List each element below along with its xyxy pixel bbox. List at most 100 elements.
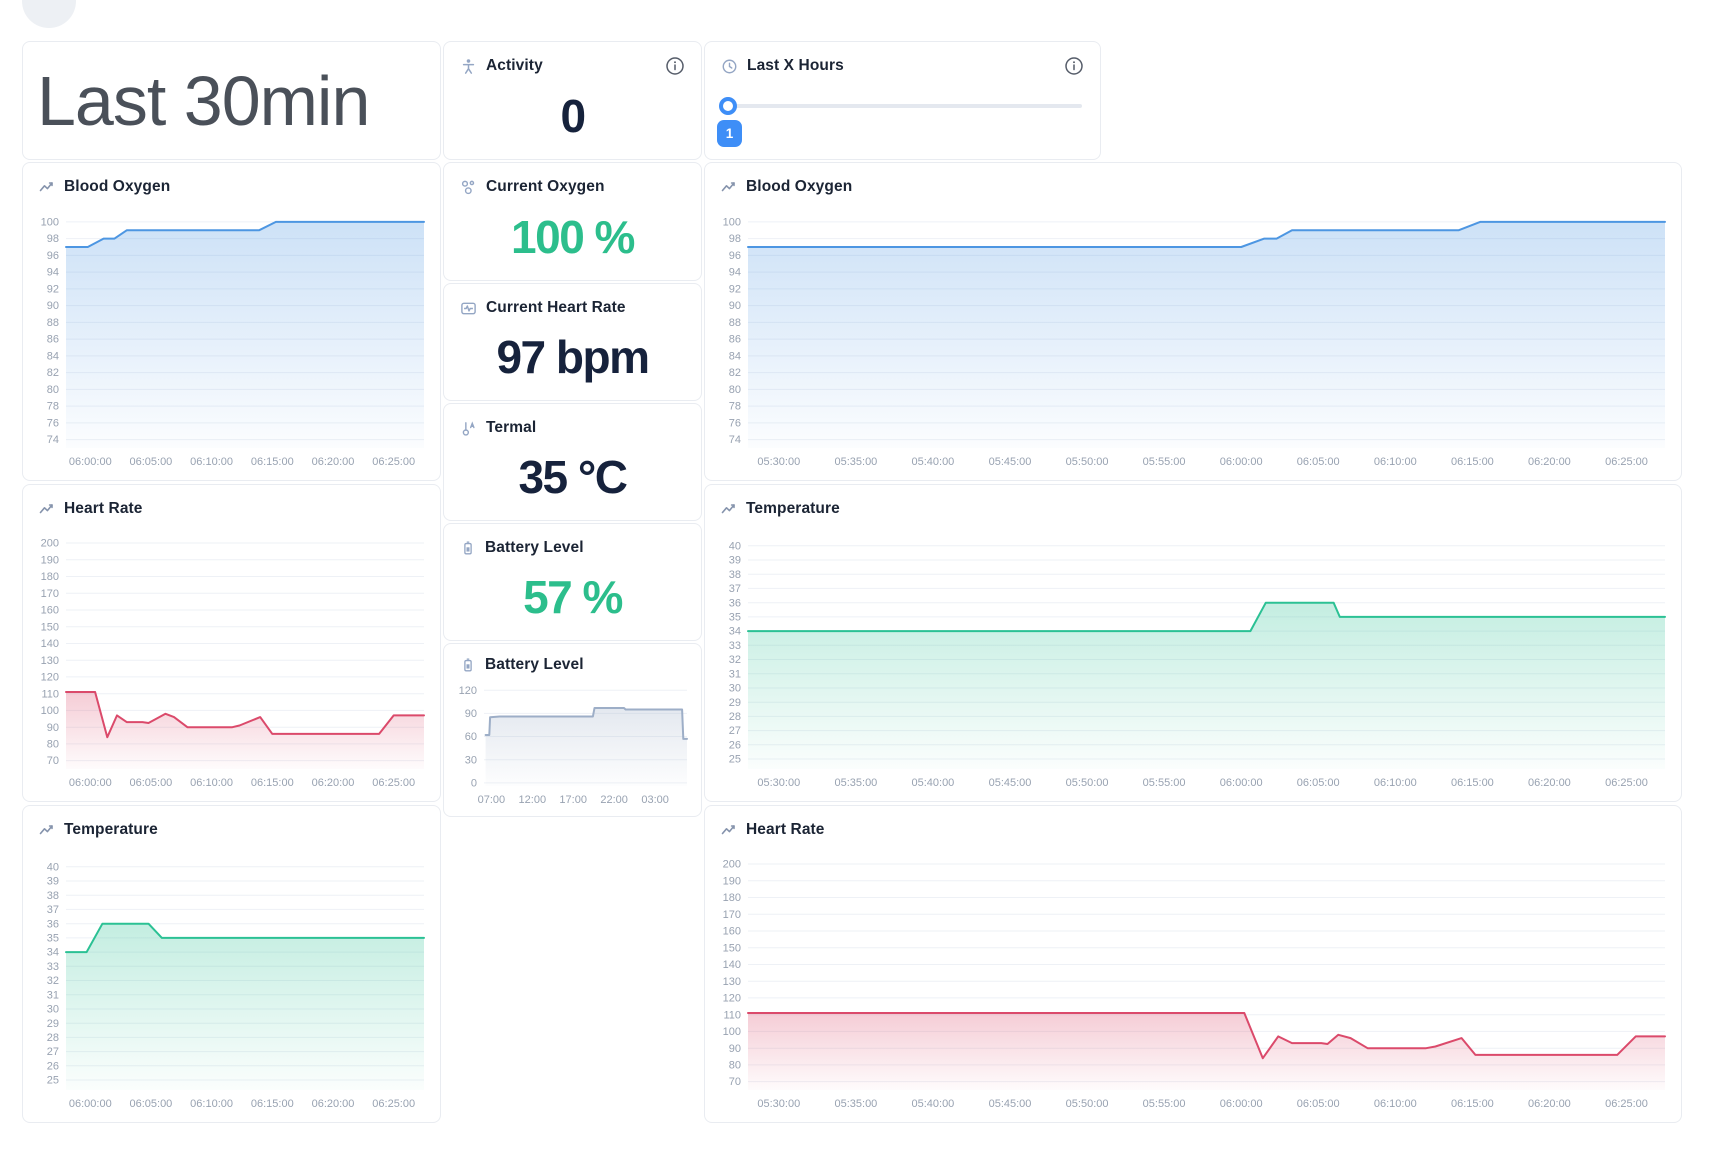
- blood-oxygen-chart-hours[interactable]: 74 76 78 80 82 84 86 88 90 92 94 96 98 100 05:30:00 05:…: [711, 203, 1673, 474]
- heart-rate-chart-hours[interactable]: 70 80 90 100 110 120 130 140 150 160 170 180 190 200 0…: [711, 846, 1673, 1116]
- heart-rate-chart-30min[interactable]: 70 80 90 100 110 120 130 140 150 160 170 180 190 200 0…: [29, 525, 432, 795]
- svg-text:190: 190: [723, 875, 741, 887]
- info-icon[interactable]: [665, 56, 685, 76]
- svg-text:05:40:00: 05:40:00: [911, 456, 954, 468]
- temperature-panel-30min: Temperature 25 26 27 28 29 30 31 32 33 34 35 36 37 38…: [22, 805, 441, 1123]
- svg-text:78: 78: [47, 401, 59, 413]
- svg-text:30: 30: [465, 754, 477, 766]
- svg-text:31: 31: [729, 668, 741, 680]
- svg-text:06:00:00: 06:00:00: [69, 777, 112, 789]
- temperature-chart-hours[interactable]: 25 26 27 28 29 30 31 32 33 34 35 36 37 38 39 40 05:30:00…: [711, 525, 1673, 795]
- avatar-button[interactable]: [22, 0, 76, 28]
- svg-text:160: 160: [41, 605, 59, 617]
- svg-text:26: 26: [729, 739, 741, 751]
- chart-title: Battery Level: [485, 656, 584, 673]
- svg-text:80: 80: [47, 739, 59, 751]
- svg-text:06:25:00: 06:25:00: [1605, 456, 1648, 468]
- battery-icon: [464, 541, 472, 555]
- svg-text:96: 96: [47, 250, 59, 262]
- svg-text:12:00: 12:00: [519, 794, 547, 806]
- svg-text:110: 110: [723, 1009, 741, 1021]
- oxygen-icon: [461, 180, 475, 194]
- svg-text:06:05:00: 06:05:00: [1297, 456, 1340, 468]
- stat-title: Termal: [486, 419, 537, 436]
- svg-text:94: 94: [47, 267, 59, 279]
- svg-text:06:15:00: 06:15:00: [251, 777, 294, 789]
- activity-panel: Activity 0: [443, 41, 702, 160]
- svg-text:30: 30: [729, 683, 741, 695]
- svg-text:84: 84: [729, 351, 741, 363]
- svg-text:06:05:00: 06:05:00: [129, 1098, 172, 1110]
- trend-icon: [39, 182, 53, 192]
- blood-oxygen-panel-30min: Blood Oxygen 74 76 78 80 82 84 86 88 90 92 94 96 98 1…: [22, 162, 441, 481]
- battery-chart-panel: Battery Level 0 30 60 90 120 07:00 12:00 17:00 2…: [443, 643, 702, 817]
- chart-title: Blood Oxygen: [64, 178, 171, 195]
- hours-slider[interactable]: 1: [717, 97, 1084, 148]
- battery-level-chart[interactable]: 0 30 60 90 120 07:00 12:00 17:00 22:00 03:00: [448, 678, 693, 812]
- svg-text:35: 35: [729, 612, 741, 624]
- svg-text:39: 39: [47, 876, 59, 888]
- svg-text:100: 100: [41, 217, 59, 229]
- svg-text:180: 180: [41, 571, 59, 583]
- svg-text:36: 36: [47, 918, 59, 930]
- svg-text:120: 120: [41, 672, 59, 684]
- slider-value-badge: 1: [717, 120, 742, 147]
- svg-text:76: 76: [47, 418, 59, 430]
- svg-text:130: 130: [723, 976, 741, 988]
- svg-text:06:10:00: 06:10:00: [190, 777, 233, 789]
- svg-text:120: 120: [723, 993, 741, 1005]
- svg-text:06:15:00: 06:15:00: [251, 1098, 294, 1110]
- heart-rate-panel-hours: Heart Rate 70 80 90 100 110 120 130 140 150 160 17…: [704, 805, 1682, 1123]
- svg-text:130: 130: [41, 655, 59, 667]
- svg-text:160: 160: [723, 926, 741, 938]
- svg-text:06:05:00: 06:05:00: [129, 456, 172, 468]
- svg-text:88: 88: [729, 317, 741, 329]
- svg-text:96: 96: [729, 250, 741, 262]
- svg-text:05:30:00: 05:30:00: [757, 1098, 800, 1110]
- current-oxygen-value: 100 %: [511, 210, 635, 263]
- slider-handle[interactable]: [719, 97, 737, 115]
- svg-text:140: 140: [41, 638, 59, 650]
- info-icon[interactable]: [1064, 56, 1084, 76]
- blood-oxygen-chart-30min[interactable]: 74 76 78 80 82 84 86 88 90 92 94 96 98 100 06:00:00 06:…: [29, 203, 432, 474]
- svg-text:25: 25: [729, 754, 741, 766]
- svg-text:06:00:00: 06:00:00: [69, 1098, 112, 1110]
- person-icon: [462, 58, 475, 74]
- svg-text:90: 90: [465, 708, 477, 720]
- svg-text:05:50:00: 05:50:00: [1066, 456, 1109, 468]
- svg-text:30: 30: [47, 1004, 59, 1016]
- trend-icon: [721, 182, 735, 192]
- svg-text:06:15:00: 06:15:00: [1451, 1098, 1494, 1110]
- svg-text:88: 88: [47, 317, 59, 329]
- svg-text:100: 100: [723, 1026, 741, 1038]
- svg-text:05:40:00: 05:40:00: [911, 777, 954, 789]
- temperature-chart-30min[interactable]: 25 26 27 28 29 30 31 32 33 34 35 36 37 38 39 40 06:00:00…: [29, 846, 432, 1116]
- svg-text:06:00:00: 06:00:00: [1220, 777, 1263, 789]
- svg-text:90: 90: [729, 1043, 741, 1055]
- svg-text:05:50:00: 05:50:00: [1066, 1098, 1109, 1110]
- svg-text:26: 26: [47, 1060, 59, 1072]
- svg-text:86: 86: [729, 334, 741, 346]
- slider-track[interactable]: [723, 104, 1082, 108]
- svg-text:37: 37: [47, 904, 59, 916]
- svg-text:120: 120: [459, 685, 477, 697]
- temperature-panel-hours: Temperature 25 26 27 28 29 30 31 32 33 34 35 36 37 38…: [704, 484, 1682, 802]
- current-oxygen-panel: Current Oxygen 100 %: [443, 162, 702, 281]
- activity-value: 0: [560, 89, 586, 142]
- svg-text:06:15:00: 06:15:00: [1451, 456, 1494, 468]
- clock-icon: [722, 59, 737, 73]
- stat-title: Current Oxygen: [486, 178, 605, 195]
- svg-text:07:00: 07:00: [478, 794, 506, 806]
- svg-text:70: 70: [729, 1076, 741, 1088]
- svg-text:84: 84: [47, 351, 59, 363]
- svg-text:70: 70: [47, 755, 59, 767]
- trend-icon: [39, 825, 53, 835]
- svg-text:90: 90: [47, 722, 59, 734]
- trend-icon: [721, 504, 735, 514]
- stat-title: Battery Level: [485, 539, 584, 556]
- svg-text:03:00: 03:00: [641, 794, 669, 806]
- chart-title: Temperature: [64, 821, 158, 838]
- svg-text:05:45:00: 05:45:00: [989, 1098, 1032, 1110]
- svg-text:33: 33: [729, 640, 741, 652]
- svg-text:05:30:00: 05:30:00: [757, 456, 800, 468]
